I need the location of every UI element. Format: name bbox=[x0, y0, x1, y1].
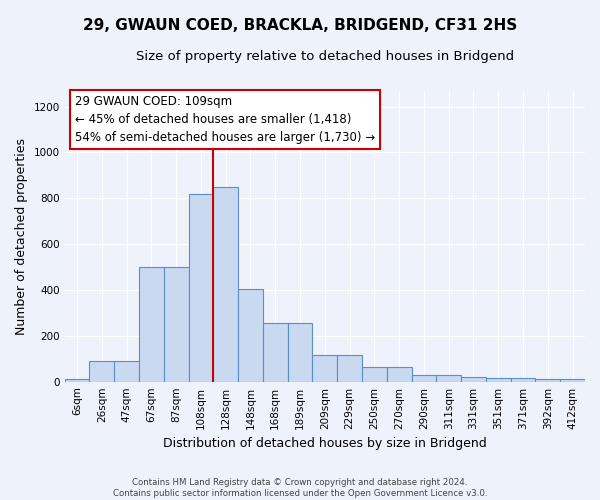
Bar bbox=[461, 377, 486, 382]
Text: 29 GWAUN COED: 109sqm
← 45% of detached houses are smaller (1,418)
54% of semi-d: 29 GWAUN COED: 109sqm ← 45% of detached … bbox=[75, 95, 375, 144]
Bar bbox=[188, 194, 214, 382]
Bar bbox=[313, 356, 337, 382]
Text: 29, GWAUN COED, BRACKLA, BRIDGEND, CF31 2HS: 29, GWAUN COED, BRACKLA, BRIDGEND, CF31 … bbox=[83, 18, 517, 32]
Bar bbox=[387, 367, 412, 382]
Bar bbox=[214, 187, 238, 382]
Text: Contains HM Land Registry data © Crown copyright and database right 2024.
Contai: Contains HM Land Registry data © Crown c… bbox=[113, 478, 487, 498]
Bar bbox=[362, 367, 387, 382]
Bar bbox=[65, 380, 89, 382]
Bar bbox=[89, 361, 114, 382]
Y-axis label: Number of detached properties: Number of detached properties bbox=[15, 138, 28, 334]
Bar bbox=[535, 380, 560, 382]
Bar bbox=[287, 323, 313, 382]
Bar bbox=[511, 378, 535, 382]
Title: Size of property relative to detached houses in Bridgend: Size of property relative to detached ho… bbox=[136, 50, 514, 63]
Bar bbox=[238, 289, 263, 382]
Bar bbox=[486, 378, 511, 382]
Bar bbox=[139, 267, 164, 382]
Bar bbox=[114, 361, 139, 382]
X-axis label: Distribution of detached houses by size in Bridgend: Distribution of detached houses by size … bbox=[163, 437, 487, 450]
Bar bbox=[560, 380, 585, 382]
Bar bbox=[412, 375, 436, 382]
Bar bbox=[337, 356, 362, 382]
Bar bbox=[164, 267, 188, 382]
Bar bbox=[263, 323, 287, 382]
Bar bbox=[436, 375, 461, 382]
